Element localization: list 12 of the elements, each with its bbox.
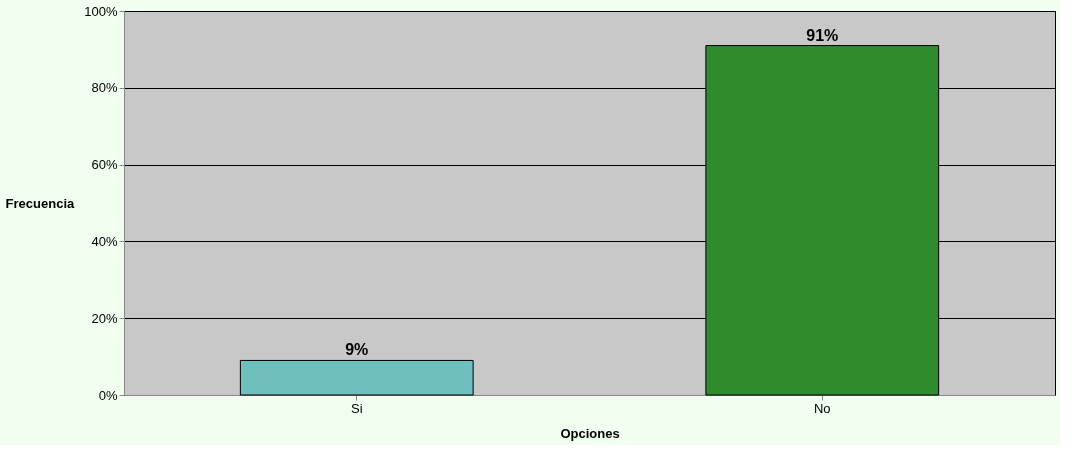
x-tick-label: Si	[350, 400, 363, 416]
y-tick-label: 80%	[91, 80, 118, 96]
data-label: 9%	[345, 341, 369, 359]
x-tick-label: No	[813, 400, 831, 416]
y-tick-label: 20%	[91, 310, 118, 326]
y-tick-label: 60%	[91, 157, 118, 173]
x-axis-title: Opciones	[560, 425, 620, 441]
data-label: 91%	[806, 26, 839, 44]
y-tick-label: 0%	[98, 387, 118, 403]
y-tick-label: 40%	[91, 233, 118, 249]
y-axis-title: Frecuencia	[5, 195, 76, 211]
y-tick-label: 100%	[84, 3, 118, 19]
